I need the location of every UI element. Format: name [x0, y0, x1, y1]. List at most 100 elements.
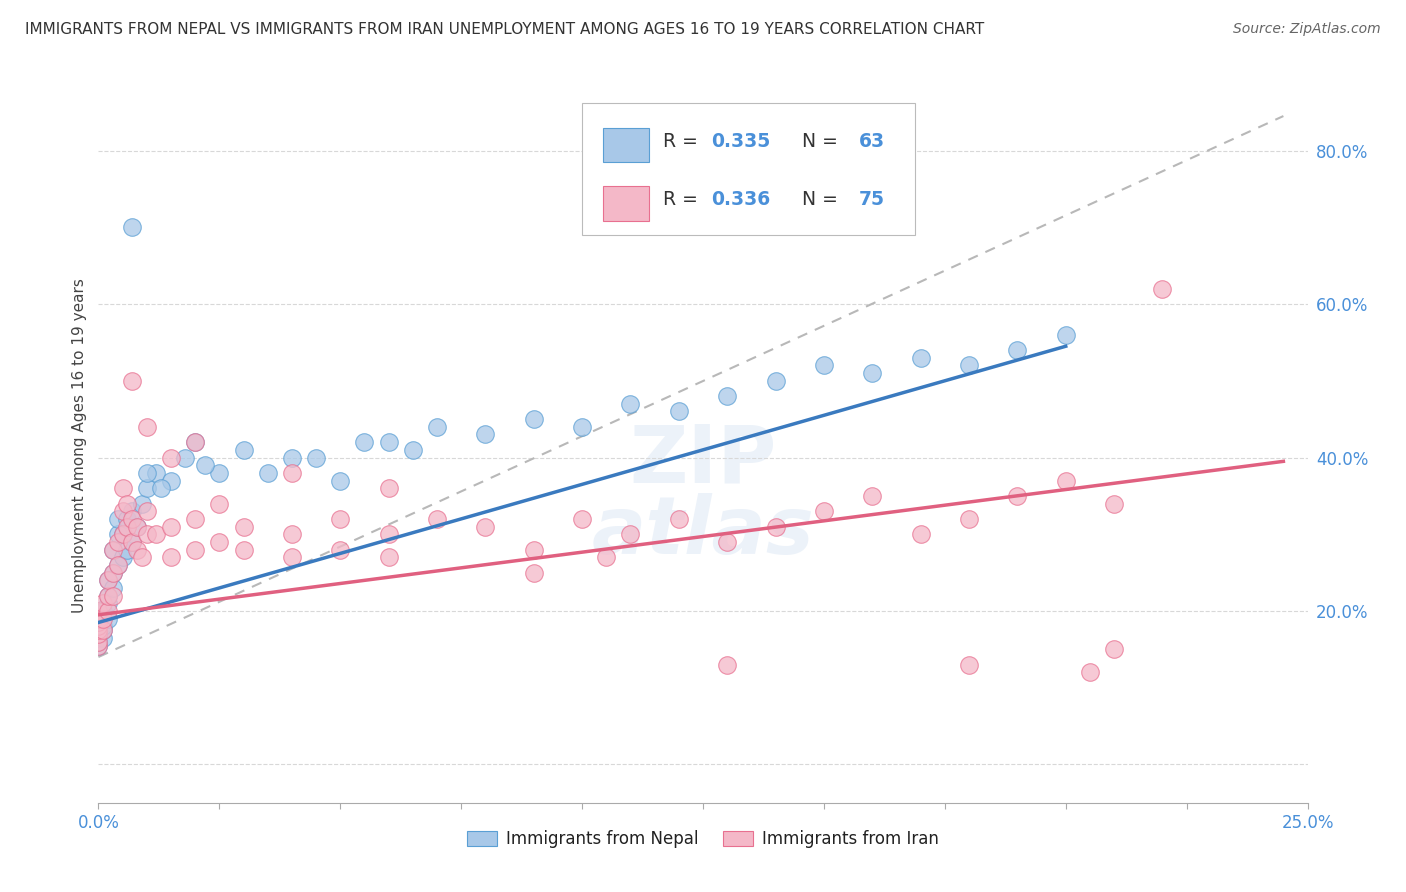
- Point: [595, 550, 617, 565]
- Point: [135, 419, 157, 434]
- FancyBboxPatch shape: [603, 186, 648, 220]
- Point: [97, 612, 120, 626]
- Text: N =: N =: [790, 190, 844, 210]
- Point: [91, 623, 114, 637]
- Point: [97, 574, 120, 588]
- Point: [107, 558, 129, 572]
- Point: [91, 631, 114, 645]
- Point: [377, 481, 399, 495]
- Point: [87, 604, 110, 618]
- Point: [232, 519, 254, 533]
- Point: [860, 366, 883, 380]
- Point: [716, 389, 738, 403]
- Point: [184, 435, 207, 450]
- Point: [305, 450, 328, 465]
- Point: [523, 412, 546, 426]
- Point: [101, 589, 124, 603]
- Point: [426, 419, 449, 434]
- Text: atlas: atlas: [592, 492, 814, 571]
- Point: [1054, 327, 1077, 342]
- Point: [281, 466, 304, 480]
- Point: [765, 374, 787, 388]
- Point: [135, 504, 157, 518]
- Point: [474, 427, 496, 442]
- Point: [91, 596, 114, 610]
- Point: [232, 542, 254, 557]
- Point: [121, 504, 143, 518]
- Point: [208, 535, 231, 549]
- Point: [87, 619, 110, 633]
- Point: [87, 639, 110, 653]
- Point: [716, 657, 738, 672]
- Text: N =: N =: [790, 132, 844, 151]
- Point: [160, 474, 183, 488]
- Point: [87, 639, 110, 653]
- Point: [131, 497, 153, 511]
- Point: [121, 535, 143, 549]
- Point: [127, 519, 149, 533]
- Text: 63: 63: [859, 132, 886, 151]
- Point: [668, 512, 690, 526]
- Point: [571, 512, 593, 526]
- Point: [1078, 665, 1101, 680]
- Point: [1007, 489, 1029, 503]
- Point: [619, 397, 641, 411]
- Point: [281, 550, 304, 565]
- Point: [184, 435, 207, 450]
- Point: [1152, 282, 1174, 296]
- Point: [910, 351, 932, 365]
- Point: [87, 623, 110, 637]
- Point: [107, 527, 129, 541]
- Point: [1007, 343, 1029, 357]
- Point: [208, 497, 231, 511]
- Point: [97, 589, 120, 603]
- Point: [131, 550, 153, 565]
- FancyBboxPatch shape: [603, 128, 648, 162]
- Text: R =: R =: [664, 190, 704, 210]
- Y-axis label: Unemployment Among Ages 16 to 19 years: Unemployment Among Ages 16 to 19 years: [72, 278, 87, 614]
- Point: [329, 512, 352, 526]
- Point: [281, 527, 304, 541]
- Point: [87, 604, 110, 618]
- Point: [101, 566, 124, 580]
- Point: [619, 527, 641, 541]
- Point: [87, 634, 110, 648]
- Point: [329, 474, 352, 488]
- Point: [107, 512, 129, 526]
- Point: [160, 450, 183, 465]
- Point: [377, 527, 399, 541]
- Point: [91, 604, 114, 618]
- Point: [377, 435, 399, 450]
- Point: [668, 404, 690, 418]
- Text: 0.336: 0.336: [711, 190, 770, 210]
- Point: [101, 566, 124, 580]
- Point: [87, 627, 110, 641]
- Point: [910, 527, 932, 541]
- Point: [135, 481, 157, 495]
- Point: [353, 435, 375, 450]
- Point: [127, 519, 149, 533]
- Point: [97, 604, 120, 618]
- Point: [121, 374, 143, 388]
- Point: [232, 442, 254, 457]
- Point: [765, 519, 787, 533]
- Text: R =: R =: [664, 132, 704, 151]
- Point: [426, 512, 449, 526]
- Point: [329, 542, 352, 557]
- Point: [97, 574, 120, 588]
- Point: [174, 450, 197, 465]
- Point: [145, 466, 167, 480]
- Point: [87, 615, 110, 630]
- Point: [184, 542, 207, 557]
- Point: [571, 419, 593, 434]
- Text: ZIP: ZIP: [630, 421, 776, 500]
- Point: [523, 542, 546, 557]
- Point: [957, 512, 980, 526]
- Legend: Immigrants from Nepal, Immigrants from Iran: Immigrants from Nepal, Immigrants from I…: [461, 824, 945, 855]
- Point: [117, 542, 139, 557]
- Point: [716, 535, 738, 549]
- Point: [402, 442, 425, 457]
- Point: [160, 550, 183, 565]
- Point: [135, 466, 157, 480]
- Point: [813, 504, 835, 518]
